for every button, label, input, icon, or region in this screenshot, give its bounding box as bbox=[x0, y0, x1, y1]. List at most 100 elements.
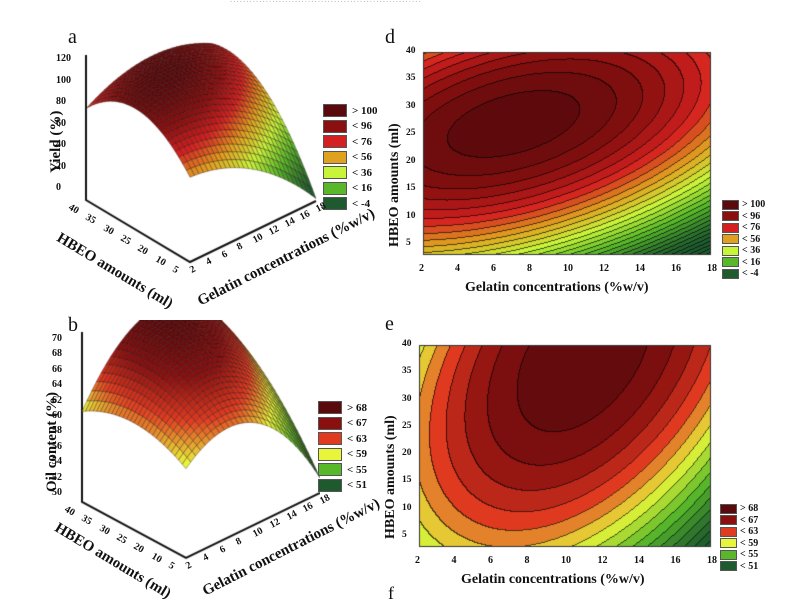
legend-label: < 51 bbox=[740, 560, 759, 572]
legend-label: < 67 bbox=[740, 514, 759, 526]
legend-label: < 36 bbox=[742, 245, 761, 257]
yield-surface-z-tick: 100 bbox=[56, 74, 71, 86]
legend-swatch bbox=[323, 150, 347, 164]
oil-surface-z-tick: 66 bbox=[52, 363, 62, 375]
oil-surface-z-tick: 58 bbox=[52, 425, 62, 437]
oil-surface-legend-item: < 67 bbox=[318, 416, 367, 432]
legend-swatch bbox=[722, 245, 739, 256]
yield-contour-legend-item: < 76 bbox=[722, 222, 765, 234]
legend-label: < 96 bbox=[742, 210, 761, 222]
legend-swatch bbox=[323, 197, 347, 211]
legend-swatch bbox=[323, 104, 347, 118]
oil-contour-y-axis-title: HBEO amounts (ml) bbox=[383, 415, 398, 539]
yield-surface-canvas bbox=[0, 30, 320, 320]
oil-surface-z-tick: 68 bbox=[52, 348, 62, 360]
oil-contour-legend-item: < 51 bbox=[720, 561, 758, 573]
legend-label: < 76 bbox=[352, 135, 373, 148]
legend-label: < 55 bbox=[347, 463, 368, 476]
yield-contour-y-tick: 10 bbox=[406, 210, 416, 221]
legend-label: < 16 bbox=[742, 256, 761, 268]
oil-contour-x-tick: 6 bbox=[488, 555, 493, 566]
yield-surface-legend-item: > 100 bbox=[323, 103, 378, 119]
yield-contour-legend-item: < -4 bbox=[722, 268, 765, 280]
yield-contour-legend-item: < 36 bbox=[722, 245, 765, 257]
legend-label: < 56 bbox=[742, 233, 761, 245]
legend-swatch bbox=[720, 515, 737, 526]
yield-contour-x-tick: 14 bbox=[635, 263, 645, 274]
oil-contour-y-tick: 30 bbox=[402, 393, 412, 404]
yield-surface-plot bbox=[0, 30, 320, 320]
legend-label: < 76 bbox=[742, 222, 761, 234]
yield-surface-legend-item: < 76 bbox=[323, 134, 378, 150]
legend-swatch bbox=[722, 211, 739, 222]
yield-contour-y-tick: 30 bbox=[406, 100, 416, 111]
legend-label: < 59 bbox=[740, 537, 759, 549]
legend-swatch bbox=[722, 257, 739, 268]
legend-swatch bbox=[722, 268, 739, 279]
yield-contour-y-tick: 40 bbox=[406, 46, 416, 56]
oil-contour-legend: > 68 < 67 < 63 < 59 < 55 < 51 bbox=[720, 503, 758, 572]
yield-contour-y-tick: 15 bbox=[406, 183, 416, 194]
yield-contour-y-tick: 20 bbox=[406, 155, 416, 166]
yield-surface-z-tick: 20 bbox=[56, 160, 66, 172]
legend-label: < 56 bbox=[352, 151, 373, 164]
yield-contour-x-tick: 6 bbox=[491, 263, 496, 274]
legend-swatch bbox=[323, 135, 347, 149]
legend-swatch bbox=[720, 561, 737, 572]
legend-swatch bbox=[323, 119, 347, 133]
legend-label: < -4 bbox=[742, 268, 759, 280]
oil-surface-canvas bbox=[0, 320, 320, 593]
legend-swatch bbox=[318, 447, 342, 461]
legend-swatch bbox=[720, 538, 737, 549]
yield-contour-y-tick: 5 bbox=[406, 238, 411, 249]
yield-surface-legend-item: < 36 bbox=[323, 165, 378, 181]
oil-surface-z-tick: 70 bbox=[52, 332, 62, 344]
oil-surface-z-tick: 54 bbox=[52, 456, 62, 468]
yield-surface-z-tick: 0 bbox=[56, 182, 61, 194]
yield-surface-legend-item: < -4 bbox=[323, 196, 378, 212]
oil-surface-z-axis-title: Oil content (%) bbox=[44, 392, 60, 492]
yield-contour-legend-item: < 96 bbox=[722, 211, 765, 223]
yield-surface-z-tick: 60 bbox=[56, 117, 66, 129]
yield-surface-legend-item: < 96 bbox=[323, 119, 378, 135]
legend-label: < -4 bbox=[352, 197, 371, 210]
oil-surface-z-tick: 64 bbox=[52, 379, 62, 391]
legend-label: > 68 bbox=[347, 401, 368, 414]
oil-contour-legend-item: < 67 bbox=[720, 515, 758, 527]
oil-surface-legend: > 68 < 67 < 63 < 59 < 55 < 51 bbox=[318, 400, 367, 493]
oil-contour-y-tick: 35 bbox=[402, 366, 412, 377]
oil-contour-legend-item: < 63 bbox=[720, 526, 758, 538]
yield-surface-z-tick: 40 bbox=[56, 139, 66, 151]
yield-surface-legend-item: < 16 bbox=[323, 181, 378, 197]
page-header-cutoff: ........................................… bbox=[230, 0, 570, 6]
yield-contour-legend-item: < 56 bbox=[722, 234, 765, 246]
legend-label: < 55 bbox=[740, 549, 759, 561]
oil-contour-y-tick: 5 bbox=[402, 530, 407, 541]
yield-surface-z-tick: 80 bbox=[56, 96, 66, 108]
legend-swatch bbox=[323, 181, 347, 195]
legend-swatch bbox=[720, 526, 737, 537]
legend-label: < 63 bbox=[740, 526, 759, 538]
legend-label: < 36 bbox=[352, 166, 373, 179]
legend-label: < 63 bbox=[347, 432, 368, 445]
yield-contour-x-tick: 8 bbox=[527, 263, 532, 274]
yield-contour-x-tick: 2 bbox=[419, 263, 424, 274]
yield-surface-legend: > 100 < 96 < 76 < 56 < 36 < 16 < -4 bbox=[323, 103, 378, 212]
yield-contour-legend-item: < 16 bbox=[722, 257, 765, 269]
oil-surface-legend-item: < 55 bbox=[318, 462, 367, 478]
yield-surface-z-tick: 120 bbox=[56, 53, 71, 65]
yield-contour-x-axis-title: Gelatin concentrations (%w/v) bbox=[465, 280, 649, 295]
oil-contour-x-tick: 4 bbox=[451, 555, 457, 566]
oil-contour-y-tick: 20 bbox=[402, 448, 412, 459]
oil-contour-x-tick: 10 bbox=[561, 555, 571, 566]
oil-surface-z-tick: 50 bbox=[52, 487, 62, 499]
legend-label: > 100 bbox=[742, 199, 766, 211]
oil-contour-y-tick: 15 bbox=[402, 475, 412, 486]
oil-surface-z-tick: 56 bbox=[52, 440, 62, 452]
oil-surface-z-tick: 60 bbox=[52, 410, 62, 421]
oil-contour-x-tick: 14 bbox=[634, 555, 644, 566]
oil-contour-legend-item: < 55 bbox=[720, 549, 758, 561]
legend-label: > 68 bbox=[740, 503, 759, 515]
oil-surface-legend-item: < 63 bbox=[318, 431, 367, 447]
legend-label: < 51 bbox=[347, 479, 368, 492]
